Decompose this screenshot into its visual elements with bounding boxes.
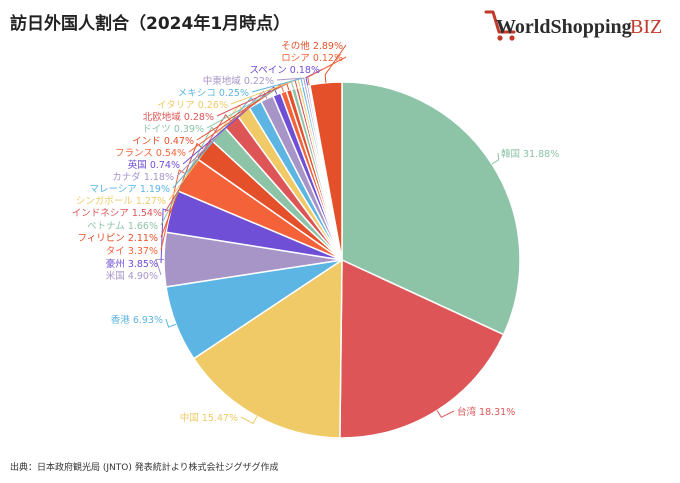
slice-18-label: 北欧地域 0.28% xyxy=(143,111,214,123)
slice-13-label: カナダ 1.18% xyxy=(112,171,174,183)
slice-15-label: フランス 0.54% xyxy=(115,148,186,159)
slice-24-leader xyxy=(324,44,347,83)
slice-21-label: 中東地域 0.22% xyxy=(203,75,274,87)
slice-7-leader xyxy=(160,169,187,251)
slice-3-leader xyxy=(240,416,258,425)
pie-slices xyxy=(163,81,521,439)
slice-24-label: その他 2.89% xyxy=(281,40,343,52)
slice-2-label: 台湾 18.31% xyxy=(457,406,515,418)
slice-20-label: メキシコ 0.25% xyxy=(178,88,249,99)
chart-title: 訪日外国人割合（2024年1月時点） xyxy=(10,14,291,34)
shopping-cart-icon xyxy=(484,10,516,41)
slice-6-label: 豪州 3.85% xyxy=(106,258,158,270)
slice-labels: 韓国 31.88% 台湾 18.31% 中国 15.47% 香港 6.93% 米国 4.… xyxy=(72,40,559,424)
slice-14-label: 英国 0.74% xyxy=(128,159,180,171)
slice-1-wedge xyxy=(341,81,521,336)
slice-16-label: インド 0.47% xyxy=(132,136,194,147)
worldshopping-biz-logo: WorldShopping BIZ xyxy=(484,10,662,41)
slice-19-label: イタリア 0.26% xyxy=(157,100,228,111)
slice-3-label: 中国 15.47% xyxy=(180,412,238,424)
slice-10-label: インドネシア 1.54% xyxy=(72,208,162,219)
slice-4-leader xyxy=(165,318,177,328)
slice-21-leader xyxy=(276,77,306,86)
slice-12-label: マレーシア 1.19% xyxy=(89,184,170,195)
leader-lines xyxy=(155,44,500,425)
slice-9-label: ベトナム 1.66% xyxy=(87,221,158,232)
slice-22-label: スペイン 0.18% xyxy=(249,65,320,76)
slice-23-label: ロシア 0.12% xyxy=(281,53,343,64)
slice-2-wedge xyxy=(339,258,505,439)
slice-8-label: フィリピン 2.11% xyxy=(77,233,158,244)
source-note: 出典：日本政府観光局 (JNTO) 発表統計より株式会社ジグザグ作成 xyxy=(10,463,279,473)
slice-1-label: 韓国 31.88% xyxy=(501,149,559,160)
slice-2-leader xyxy=(436,410,455,418)
slice-11-label: シンガポール 1.27% xyxy=(76,196,166,207)
logo-wordmark: WorldShopping xyxy=(496,16,632,38)
slice-17-label: ドイツ 0.39% xyxy=(142,124,204,135)
slice-14-leader xyxy=(182,86,278,165)
slice-4-label: 香港 6.93% xyxy=(111,314,163,326)
slice-11-leader xyxy=(168,104,244,201)
slice-7-label: タイ 3.37% xyxy=(106,246,158,257)
slice-5-label: 米国 4.90% xyxy=(106,270,158,282)
logo-suffix: BIZ xyxy=(630,16,662,38)
slice-1-leader xyxy=(491,152,500,165)
